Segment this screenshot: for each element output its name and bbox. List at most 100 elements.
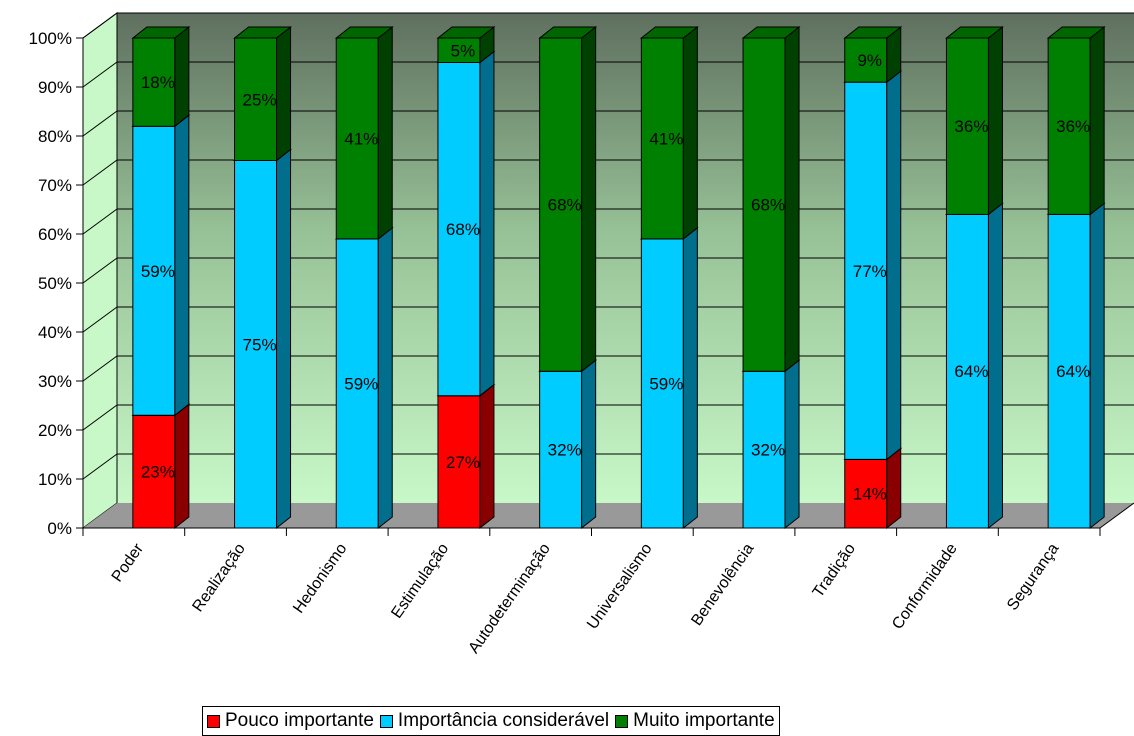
- bar-top: [131, 26, 191, 39]
- x-tick-label: Benevolência: [688, 540, 757, 629]
- bar-side: [174, 403, 190, 530]
- bar-side: [276, 25, 292, 162]
- bar-segment: 59%: [334, 226, 394, 530]
- y-tick-label: 100%: [29, 29, 72, 48]
- bar-side: [174, 25, 190, 128]
- bar-segment: 32%: [741, 359, 801, 530]
- legend-item: Importância considerável: [379, 710, 610, 732]
- x-tick-label: Realização: [189, 540, 248, 615]
- gridline-side: [82, 306, 118, 333]
- y-tick-label: 80%: [38, 127, 72, 146]
- x-tick-label: Poder: [109, 540, 148, 585]
- y-tick-label: 50%: [38, 274, 72, 293]
- bar-side: [581, 359, 597, 530]
- data-label: 59%: [649, 374, 683, 393]
- gridline-side: [82, 404, 118, 431]
- y-axis: 0% 10% 20% 30% 40% 50% 60% 70% 80% 90% 100%: [29, 29, 84, 538]
- bar-side: [682, 25, 698, 240]
- data-label: 32%: [548, 441, 582, 460]
- bar-side: [682, 226, 698, 530]
- bar-segment: 36%: [945, 25, 1004, 216]
- y-tick-label: 0%: [47, 519, 72, 538]
- data-label: 9%: [857, 51, 882, 70]
- x-tick-label: Universalismo: [584, 540, 656, 632]
- bar-top: [233, 26, 292, 39]
- bar-side: [276, 148, 292, 530]
- y-tick-label: 90%: [38, 78, 72, 97]
- bar-segment: 41%: [334, 25, 394, 240]
- bar-segment: 27%: [436, 383, 496, 530]
- bar-side: [581, 25, 597, 373]
- bar-top: [945, 26, 1004, 39]
- bar-side: [174, 114, 190, 417]
- bar-segment: 32%: [538, 359, 598, 530]
- gridline-side: [82, 355, 118, 382]
- y-tick-label: 10%: [38, 470, 72, 489]
- bar-segment: 59%: [131, 114, 191, 417]
- data-label: 25%: [243, 90, 277, 109]
- bar-side: [784, 359, 800, 530]
- x-tick-label: Conformidade: [889, 540, 961, 632]
- data-label: 75%: [243, 335, 277, 354]
- x-tick-label: Estimulação: [388, 540, 452, 621]
- y-tick-label: 40%: [38, 323, 72, 342]
- data-label: 36%: [1056, 117, 1090, 136]
- data-label: 68%: [548, 196, 582, 215]
- bar-side: [479, 383, 495, 530]
- bar-segment: 41%: [639, 25, 699, 240]
- bar-top: [1046, 26, 1106, 39]
- x-tick-label: Hedonismo: [290, 540, 350, 616]
- bar-segment: 59%: [639, 226, 699, 530]
- legend-swatch: [207, 714, 220, 728]
- bar-side: [886, 447, 902, 530]
- legend-label: Pouco importante: [225, 710, 374, 731]
- bar-top: [538, 26, 598, 39]
- data-label: 68%: [751, 196, 785, 215]
- legend-swatch: [615, 714, 629, 728]
- data-label: 41%: [344, 129, 378, 148]
- y-tick-label: 20%: [38, 421, 72, 440]
- legend-label: Muito importante: [633, 710, 775, 731]
- bar-top: [843, 26, 903, 39]
- gridline-side: [82, 12, 118, 39]
- bar-segment: 14%: [843, 447, 903, 530]
- data-label: 41%: [649, 129, 683, 148]
- bar-segment: 77%: [843, 70, 903, 461]
- legend-label: Importância considerável: [397, 710, 610, 731]
- bar-side: [886, 70, 902, 461]
- bar-side: [784, 25, 800, 373]
- x-tick-label: Tradição: [810, 540, 859, 600]
- data-label: 68%: [446, 220, 480, 239]
- data-label: 14%: [853, 485, 887, 504]
- bar-side: [1089, 25, 1105, 216]
- x-tick-label: Segurança: [1004, 540, 1062, 613]
- bar-side: [1089, 202, 1105, 530]
- data-label: 64%: [1056, 362, 1090, 381]
- y-tick-label: 70%: [38, 176, 72, 195]
- data-label: 18%: [141, 73, 175, 92]
- legend-item: Pouco importante: [207, 710, 374, 732]
- gridline-side: [82, 453, 118, 480]
- data-label: 64%: [954, 362, 988, 381]
- gridline-side: [82, 159, 118, 186]
- bar-top: [334, 26, 394, 39]
- bar-segment: 75%: [233, 148, 292, 530]
- bar-side: [377, 25, 393, 240]
- x-tick-label: Autodeterminação: [466, 540, 554, 656]
- gridline-side: [82, 110, 118, 137]
- bar-segment: 5%: [436, 25, 496, 64]
- bar-segment: 68%: [436, 50, 496, 397]
- legend-swatch: [379, 714, 393, 728]
- bar-segment: 23%: [131, 403, 191, 530]
- bar-segment: 36%: [1046, 25, 1106, 216]
- floor-edge: [1099, 502, 1134, 529]
- data-label: 32%: [751, 441, 785, 460]
- bar-segment: 68%: [538, 25, 598, 373]
- gridline-side: [82, 257, 118, 284]
- data-label: 27%: [446, 453, 480, 472]
- data-label: 36%: [954, 117, 988, 136]
- data-label: 5%: [451, 41, 476, 60]
- bar-segment: 64%: [945, 202, 1004, 530]
- data-label: 59%: [344, 374, 378, 393]
- y-tick-label: 60%: [38, 225, 72, 244]
